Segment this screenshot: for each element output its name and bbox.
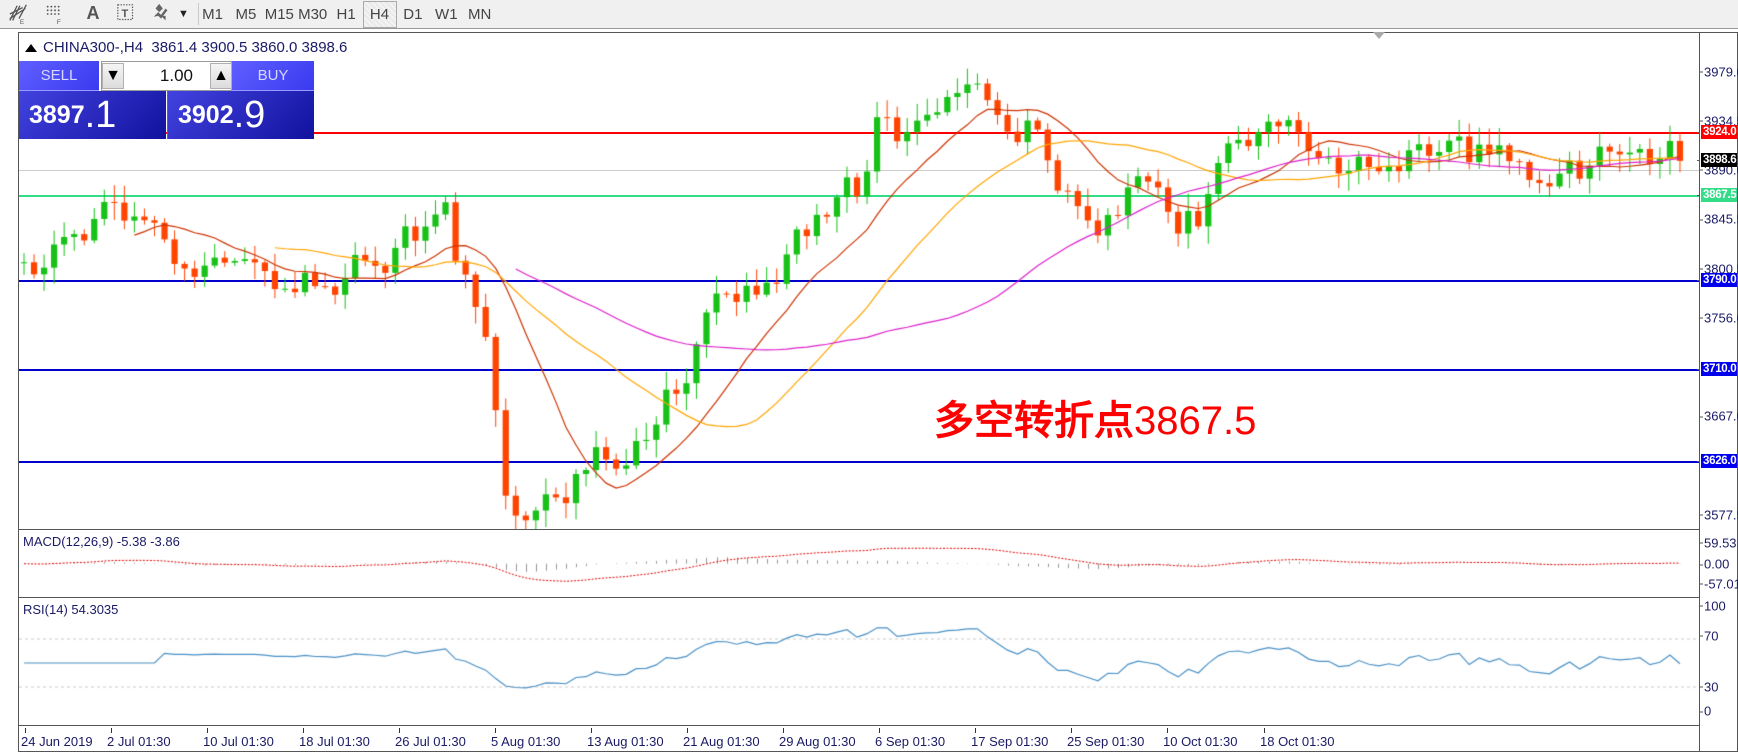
svg-text:T: T xyxy=(122,8,129,20)
svg-text:F: F xyxy=(57,19,61,25)
svg-text:E: E xyxy=(20,19,24,25)
